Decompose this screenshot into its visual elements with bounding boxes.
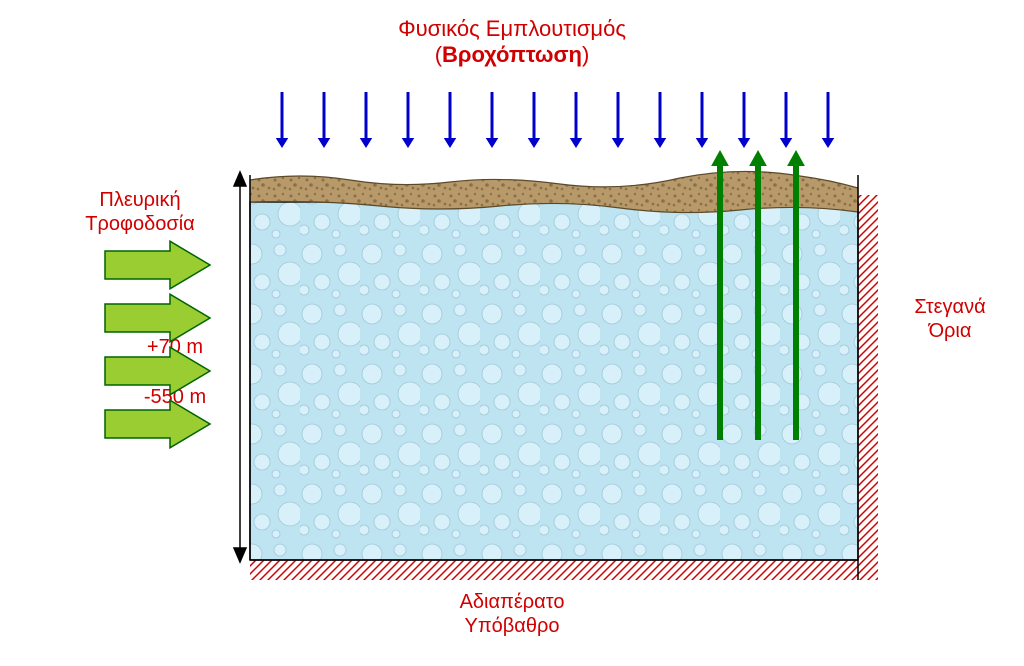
right-hatch — [858, 195, 878, 580]
aquifer-diagram — [0, 0, 1024, 666]
lateral-arrows — [105, 241, 210, 448]
dim-arrow — [234, 172, 246, 562]
aquifer-water — [250, 202, 858, 560]
bottom-hatch — [250, 560, 858, 580]
rain-arrows — [276, 92, 835, 148]
